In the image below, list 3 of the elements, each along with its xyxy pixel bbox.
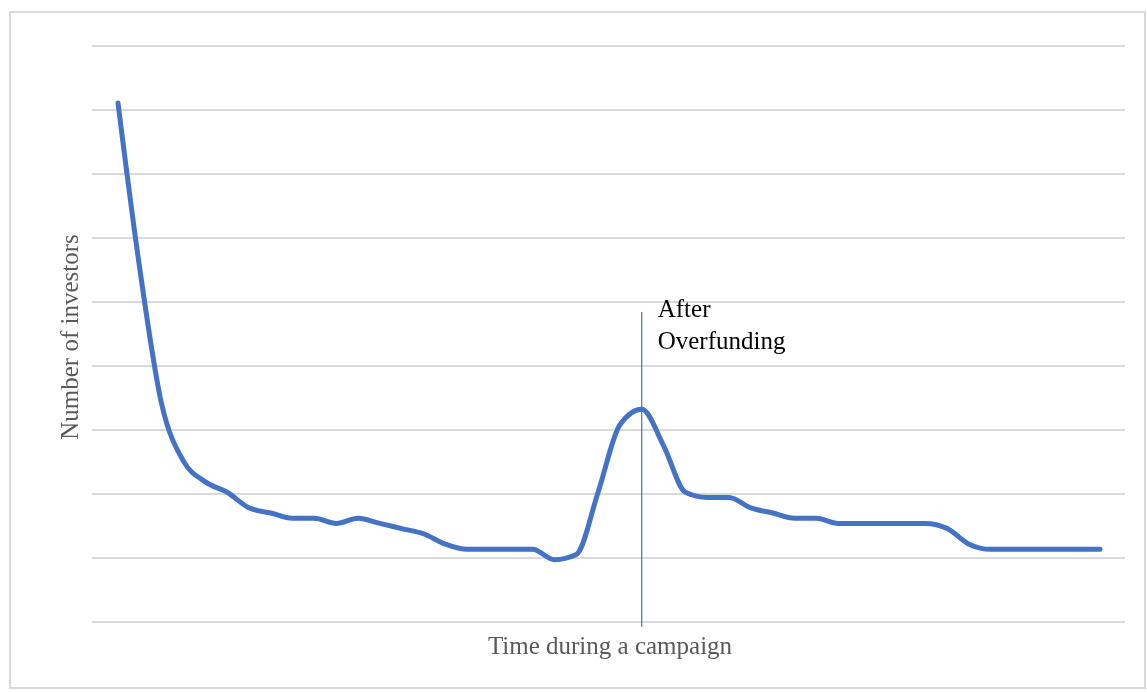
annotation: After Overfunding [657,295,786,354]
y-axis-title: Number of investors [56,234,83,440]
x-axis-title: Time during a campaign [487,632,733,659]
